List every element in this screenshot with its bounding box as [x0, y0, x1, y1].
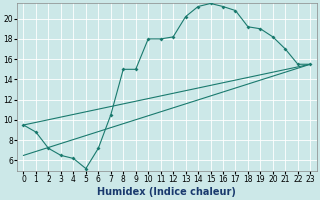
X-axis label: Humidex (Indice chaleur): Humidex (Indice chaleur) [98, 187, 236, 197]
